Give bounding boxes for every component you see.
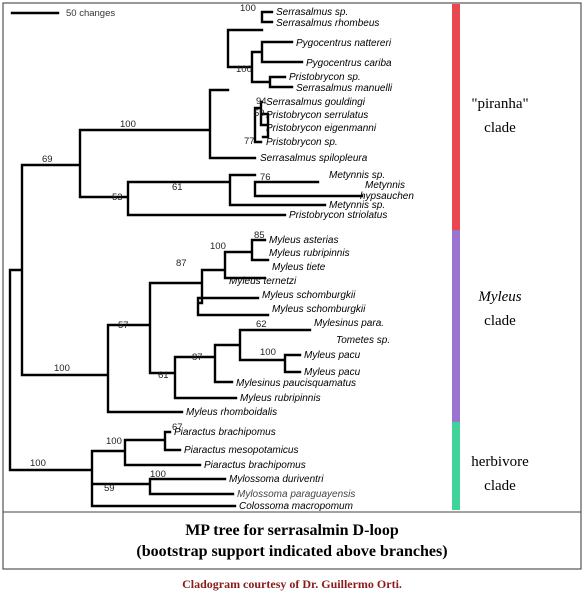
taxon-labels: Serrasalmus sp. Serrasalmus rhombeus Pyg… — [174, 7, 414, 512]
caption-line-1: MP tree for serrasalmin D-loop — [185, 522, 399, 539]
taxon-label: Mylossoma paraguayensis — [237, 489, 355, 500]
bootstrap-value: 59 — [104, 483, 115, 494]
bootstrap-value: 100 — [150, 469, 166, 480]
taxon-label: Metynnis sp. — [329, 170, 385, 181]
bootstrap-value: 100 — [106, 436, 122, 447]
taxon-label: Myleus schomburgkii — [262, 290, 356, 301]
piranha-clade-bar — [452, 4, 460, 230]
scale-label: 50 changes — [66, 8, 115, 19]
bootstrap-value: 100 — [236, 64, 252, 75]
taxon-label: Piaractus brachipomus — [174, 427, 276, 438]
bootstrap-value: 61 — [158, 370, 169, 381]
bootstrap-value: 100 — [30, 458, 46, 469]
taxon-label: Tometes sp. — [336, 335, 390, 346]
taxon-label: Myleus pacu — [304, 350, 361, 361]
bootstrap-value: 76 — [260, 172, 271, 183]
taxon-label: Piaractus mesopotamicus — [184, 445, 299, 456]
taxon-label: Colossoma macropomum — [239, 501, 353, 512]
bootstrap-value: 87 — [192, 352, 203, 363]
taxon-label: Metynnis — [365, 180, 405, 191]
caption-line-2: (bootstrap support indicated above branc… — [136, 543, 447, 560]
bootstrap-value: 69 — [42, 154, 53, 165]
bootstrap-value: 57 — [118, 320, 129, 331]
taxon-label: Serrasalmus gouldingi — [266, 97, 366, 108]
bootstrap-value: 87 — [176, 258, 187, 269]
taxon-label: Pristobrycon sp. — [289, 72, 361, 83]
bootstrap-value: 100 — [240, 3, 256, 14]
myleus-clade-bar — [452, 230, 460, 422]
taxon-label: Mylossoma duriventri — [229, 474, 324, 485]
taxon-label: Pristobrycon serrulatus — [266, 110, 368, 121]
taxon-label: Serrasalmus spilopleura — [260, 153, 368, 164]
piranha-clade-label: "piranha" — [471, 96, 528, 112]
taxon-label: Pygocentrus cariba — [306, 58, 392, 69]
figure-border — [2, 2, 582, 570]
myleus-clade-sub: clade — [484, 313, 516, 329]
bootstrap-labels: 100 100 94 59 77 100 69 76 61 53 85 100 … — [30, 3, 276, 494]
taxon-label: Myleus rhomboidalis — [186, 407, 277, 418]
piranha-clade-sub: clade — [484, 120, 516, 136]
herbivore-clade-bar — [452, 422, 460, 510]
bootstrap-value: 62 — [256, 319, 267, 330]
taxon-label: Pygocentrus nattereri — [296, 38, 392, 49]
taxon-label: hypsauchen — [360, 191, 414, 202]
herbivore-clade-sub: clade — [484, 478, 516, 494]
taxon-label: Pristobrycon sp. — [266, 137, 338, 148]
taxon-label: Serrasalmus manuelli — [296, 83, 393, 94]
taxon-label: Myleus pacu — [304, 367, 361, 378]
credit-line: Cladogram courtesy of Dr. Guillermo Orti… — [182, 577, 402, 591]
taxon-label: Myleus tiete — [272, 262, 326, 273]
taxon-label: Piaractus brachipomus — [204, 460, 306, 471]
bootstrap-value: 100 — [54, 363, 70, 374]
taxon-label: Pristobrycon eigenmanni — [266, 123, 377, 134]
taxon-label: Myleus schomburgkii — [272, 304, 366, 315]
bootstrap-value: 67 — [172, 422, 183, 433]
bootstrap-value: 94 — [256, 96, 267, 107]
taxon-label: Metynnis sp. — [329, 200, 385, 211]
taxon-label: Pristobrycon striolatus — [289, 210, 387, 221]
bootstrap-value: 100 — [260, 347, 276, 358]
bootstrap-value: 77 — [244, 136, 255, 147]
taxon-label: Mylesinus paucisquamatus — [236, 378, 356, 389]
taxon-label: Myleus rubripinnis — [269, 248, 350, 259]
myleus-clade-label: Myleus — [477, 289, 521, 305]
tree-branches — [8, 10, 364, 508]
bootstrap-value: 85 — [254, 230, 265, 241]
taxon-label: Myleus asterias — [269, 235, 338, 246]
taxon-label: Myleus ternetzi — [229, 276, 297, 287]
taxon-label: Myleus rubripinnis — [240, 393, 321, 404]
taxon-label: Mylesinus para. — [314, 318, 384, 329]
bootstrap-value: 53 — [112, 192, 123, 203]
taxon-label: Serrasalmus sp. — [276, 7, 348, 18]
taxon-label: Serrasalmus rhombeus — [276, 18, 379, 29]
herbivore-clade-label: herbivore — [471, 454, 529, 470]
bootstrap-value: 100 — [210, 241, 226, 252]
bootstrap-value: 59 — [254, 108, 265, 119]
bootstrap-value: 100 — [120, 119, 136, 130]
bootstrap-value: 61 — [172, 182, 183, 193]
